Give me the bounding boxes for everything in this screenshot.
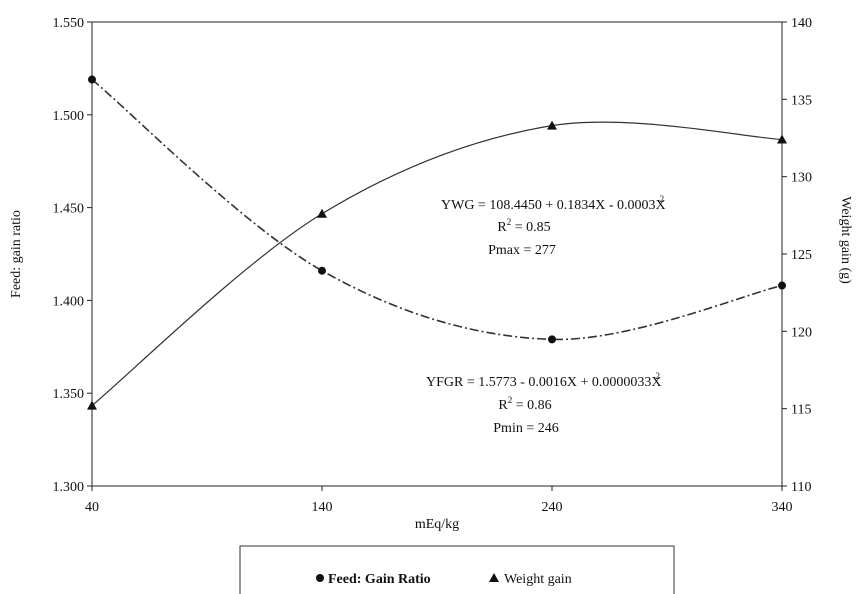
wg-pmax: Pmax = 277 [488,243,556,258]
left-tick-label: 1.350 [53,387,85,402]
feed-gain-equation-annotation: YFGR = 1.5773 - 0.0016X + 0.0000033X2 R2… [426,371,662,436]
right-tick-label: 115 [791,403,811,418]
legend-label-feed-gain-ratio: Feed: Gain Ratio [328,572,431,587]
legend-box [239,545,675,594]
right-tick-label: 125 [791,248,812,263]
right-tick-label: 110 [791,480,811,495]
wg-equation-exponent: 2 [660,194,665,204]
svg-text:R2 = 0.86: R2 = 0.86 [498,395,551,413]
weight-gain-point [87,400,97,410]
right-y-axis-title: Weight gain (g) [838,196,853,284]
weight-gain-point [777,134,787,144]
right-tick-label: 140 [791,16,812,31]
feed-gain-ratio-point [318,266,326,275]
wg-r2-superscript: 2 [507,217,512,227]
legend-triangle-marker [489,573,499,582]
left-tick-label: 1.300 [53,480,85,495]
x-axis: 40 140 240 340 [85,486,793,515]
right-tick-label: 120 [791,325,812,340]
svg-text:YWG = 108.4450 + 0.1834X - 0.: YWG = 108.4450 + 0.1834X - 0.0003X2 [441,194,666,213]
weight-gain-equation-annotation: YWG = 108.4450 + 0.1834X - 0.0003X2 R2 =… [441,194,666,258]
legend: Feed: Gain Ratio Weight gain [239,545,675,594]
left-tick-label: 1.450 [53,202,85,217]
legend-label-weight-gain: Weight gain [504,572,572,587]
feed-gain-ratio-point [88,75,96,84]
plot-area [91,21,783,487]
left-y-axis-title: Feed: gain ratio [9,210,24,298]
weight-gain-point [317,208,327,218]
feed-gain-ratio-point [548,335,556,344]
wg-r2-label: R [497,220,507,235]
feed-gain-ratio-line [91,78,783,341]
x-tick-label: 240 [542,500,563,515]
x-axis-title: mEq/kg [415,517,459,532]
right-y-axis: 110 115 120 125 130 135 140 [782,16,812,495]
wg-r2-value: = 0.85 [511,220,550,235]
weight-gain-points [87,120,787,410]
x-tick-label: 340 [772,500,793,515]
legend-circle-marker [316,574,324,582]
left-tick-label: 1.550 [53,16,85,31]
feed-gain-ratio-point [778,281,786,290]
weight-gain-line [91,121,783,407]
right-tick-label: 135 [791,93,812,108]
weight-gain-point [547,120,557,130]
x-tick-label: 40 [85,500,99,515]
svg-text:R2 = 0.85: R2 = 0.85 [497,217,550,235]
wg-equation-text: YWG = 108.4450 + 0.1834X - 0.0003X [441,198,666,213]
fgr-r2-superscript: 2 [508,395,513,405]
svg-text:YFGR = 1.5773 - 0.0016X + 0.0: YFGR = 1.5773 - 0.0016X + 0.0000033X2 [426,371,662,390]
left-y-axis: 1.300 1.350 1.400 1.450 1.500 1.550 [53,16,92,495]
left-tick-label: 1.500 [53,109,85,124]
fgr-r2-label: R [498,398,508,413]
right-tick-label: 130 [791,171,812,186]
fgr-pmin: Pmin = 246 [493,421,558,436]
fgr-equation-exponent: 2 [656,371,661,381]
feed-gain-ratio-points [88,75,786,344]
left-tick-label: 1.400 [53,294,85,309]
fgr-r2-value: = 0.86 [512,398,551,413]
fgr-equation-text: YFGR = 1.5773 - 0.0016X + 0.0000033X [426,375,662,390]
x-tick-label: 140 [312,500,333,515]
